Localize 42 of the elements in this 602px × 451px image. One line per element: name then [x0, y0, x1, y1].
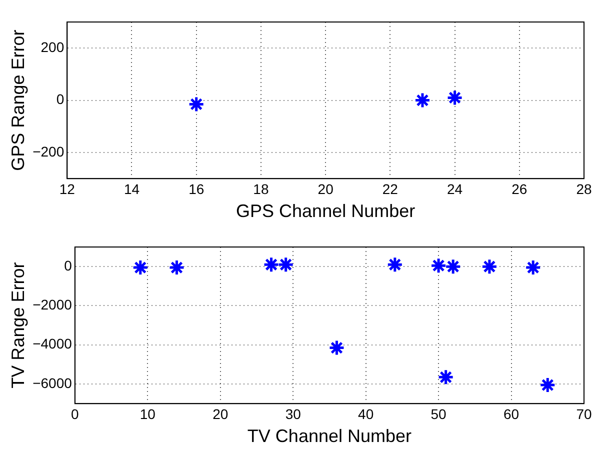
point	[386, 256, 404, 273]
x-tick-label: 40	[358, 406, 374, 422]
x-tick-label: 60	[503, 406, 520, 422]
x-tick-label: 26	[512, 180, 528, 197]
point	[328, 340, 345, 356]
point	[263, 256, 280, 273]
x-tick-label: 14	[124, 180, 140, 197]
point	[524, 259, 542, 276]
x-tick-label: 12	[59, 180, 76, 197]
point	[278, 256, 294, 273]
x-tick-label: 24	[446, 180, 463, 197]
point	[188, 96, 205, 112]
y-tick-label: −200	[32, 143, 64, 160]
x-axis-title: TV Channel Number	[247, 426, 412, 446]
y-tick-label: 0	[64, 257, 72, 274]
y-axis-title: TV Range Error	[8, 262, 28, 388]
point	[414, 92, 431, 109]
x-tick-label: 16	[188, 180, 204, 197]
x-tick-label: 28	[576, 180, 592, 197]
x-tick-label: 22	[382, 180, 398, 197]
x-tick-label: 50	[430, 406, 447, 422]
y-tick-label: −2000	[32, 296, 72, 313]
y-tick-label: 200	[40, 38, 64, 55]
y-tick-label: 0	[56, 91, 64, 108]
x-tick-label: 20	[212, 406, 228, 422]
y-tick-label: −4000	[32, 336, 72, 352]
point	[539, 376, 556, 394]
point	[444, 258, 462, 275]
y-axis-title: GPS Range Error	[8, 30, 28, 171]
point	[430, 257, 447, 274]
point	[446, 89, 464, 106]
x-tick-label: 20	[318, 180, 334, 197]
x-axis-title: GPS Channel Number	[236, 201, 416, 222]
y-tick-label: −6000	[32, 374, 72, 391]
x-tick-label: 30	[285, 406, 302, 422]
x-tick-label: 18	[253, 180, 269, 197]
point	[481, 258, 498, 275]
point	[132, 259, 149, 276]
x-tick-label: 70	[576, 406, 592, 422]
x-tick-label: 10	[140, 406, 156, 422]
point	[438, 368, 454, 386]
point	[168, 259, 185, 276]
